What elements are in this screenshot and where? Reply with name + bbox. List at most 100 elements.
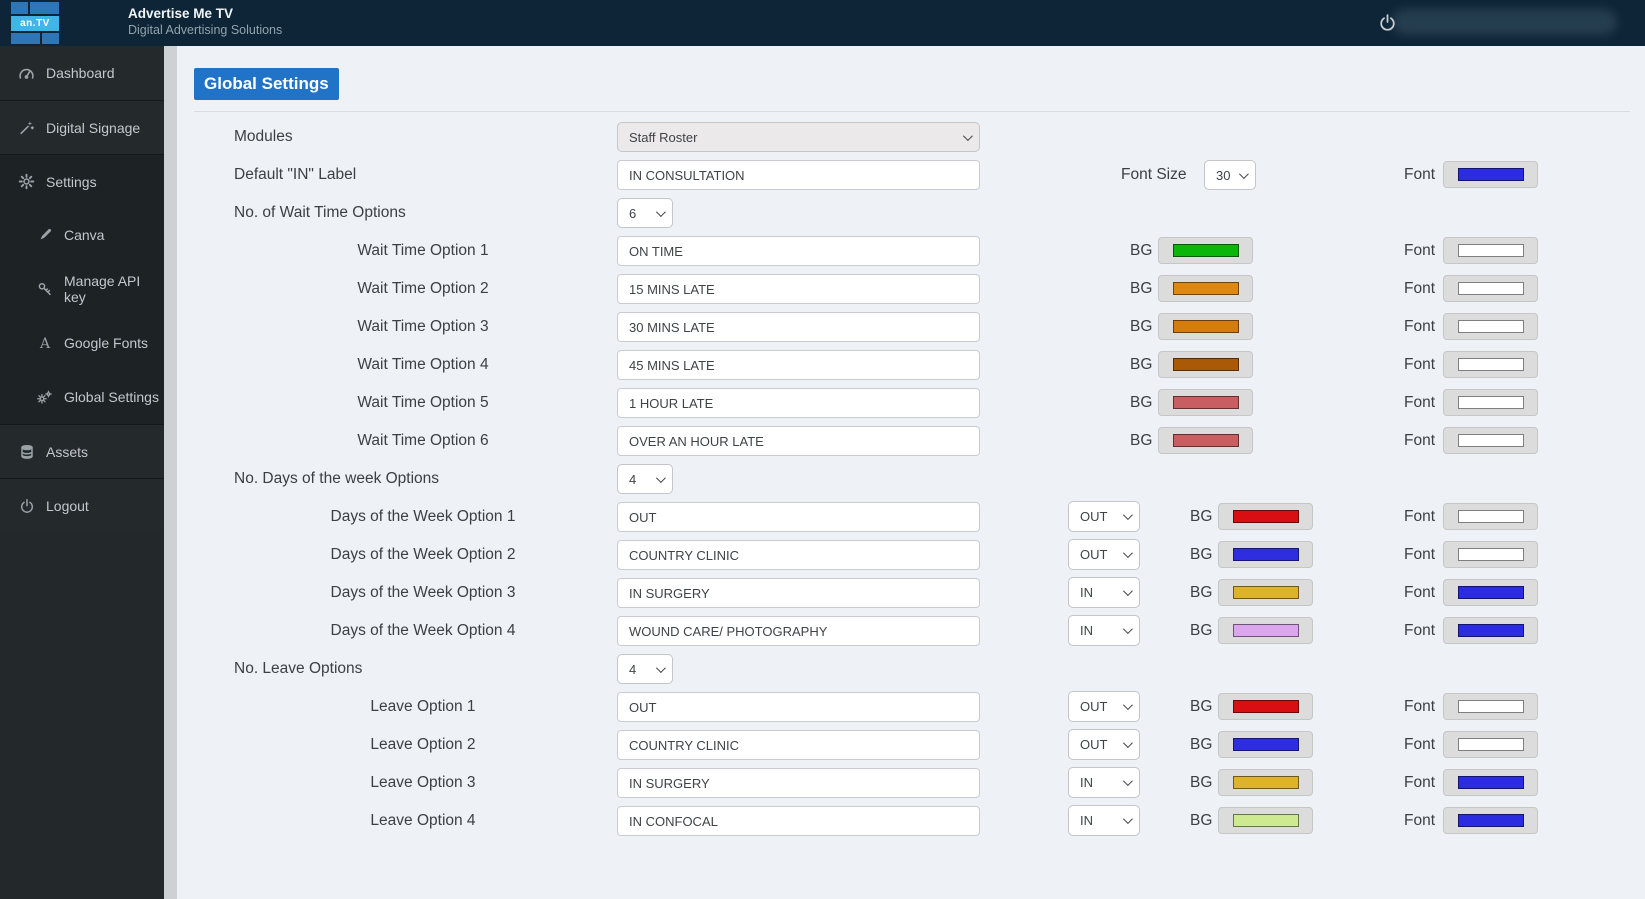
chevron-down-icon: [962, 130, 973, 141]
font-label: Font: [1404, 774, 1436, 791]
bg-color-picker-value: [1232, 700, 1299, 713]
sidebar-item-manage-api-key[interactable]: Manage API key: [0, 262, 164, 316]
form-row: No. Leave Options 4: [194, 650, 1630, 688]
bg-color-picker[interactable]: [1158, 275, 1253, 302]
form-row: Wait Time Option 6 BG Font: [194, 422, 1630, 460]
font-color-picker-value: [1457, 244, 1524, 257]
state-select-value: OUT: [1080, 509, 1108, 524]
chevron-down-icon: [1122, 814, 1133, 825]
option-value-input[interactable]: [617, 806, 980, 836]
option-value-input[interactable]: [617, 312, 980, 342]
option-value-input[interactable]: [617, 692, 980, 722]
state-select[interactable]: OUT: [1068, 691, 1140, 722]
font-color-picker[interactable]: [1443, 237, 1538, 264]
sidebar-item-settings[interactable]: Settings: [0, 154, 164, 208]
count-select[interactable]: 6: [617, 198, 673, 228]
option-value-input[interactable]: [617, 274, 980, 304]
sidebar-item-canva[interactable]: Canva: [0, 208, 164, 262]
font-color-picker[interactable]: [1443, 427, 1538, 454]
font-color-picker[interactable]: [1443, 807, 1538, 834]
font-color-picker[interactable]: [1443, 389, 1538, 416]
bg-color-picker[interactable]: [1158, 389, 1253, 416]
sidebar-item-logout[interactable]: Logout: [0, 478, 164, 532]
state-select[interactable]: OUT: [1068, 729, 1140, 760]
chevron-down-icon: [1122, 586, 1133, 597]
font-label: Font: [1404, 508, 1436, 525]
bg-color-picker[interactable]: [1218, 503, 1313, 530]
sidebar-item-dashboard[interactable]: Dashboard: [0, 46, 164, 100]
sidebar-item-google-fonts[interactable]: A Google Fonts: [0, 316, 164, 370]
bg-label: BG: [1190, 774, 1213, 791]
font-color-picker[interactable]: [1443, 693, 1538, 720]
bg-color-picker[interactable]: [1218, 579, 1313, 606]
option-value-input[interactable]: [617, 578, 980, 608]
sidebar-item-assets[interactable]: Assets: [0, 424, 164, 478]
font-color-picker[interactable]: [1443, 769, 1538, 796]
option-value-input[interactable]: [617, 236, 980, 266]
font-color-picker[interactable]: [1443, 503, 1538, 530]
bg-color-picker[interactable]: [1218, 693, 1313, 720]
form-row: Wait Time Option 1 BG Font: [194, 232, 1630, 270]
bg-color-picker[interactable]: [1158, 313, 1253, 340]
font-color-picker[interactable]: [1443, 161, 1538, 188]
option-value-input[interactable]: [617, 426, 980, 456]
font-color-picker-value: [1457, 624, 1524, 637]
font-label: Font: [1404, 166, 1436, 183]
sidebar-item-digital-signage[interactable]: Digital Signage: [0, 100, 164, 154]
bg-color-picker[interactable]: [1218, 617, 1313, 644]
key-icon: [36, 281, 53, 298]
count-select[interactable]: 4: [617, 464, 673, 494]
bg-color-picker-value: [1232, 738, 1299, 751]
font-color-picker[interactable]: [1443, 275, 1538, 302]
chevron-down-icon: [655, 662, 666, 673]
option-value-input[interactable]: [617, 388, 980, 418]
sidebar-item-global-settings[interactable]: Global Settings: [0, 370, 164, 424]
logo-brick: [41, 32, 59, 44]
option-value-input[interactable]: [617, 502, 980, 532]
bg-color-picker[interactable]: [1218, 769, 1313, 796]
bg-color-picker[interactable]: [1158, 427, 1253, 454]
font-label: Font: [1404, 698, 1436, 715]
state-select[interactable]: IN: [1068, 805, 1140, 836]
font-color-picker[interactable]: [1443, 541, 1538, 568]
field-label: Wait Time Option 3: [357, 318, 489, 335]
field-label: Days of the Week Option 2: [330, 546, 516, 563]
field-label: Leave Option 3: [370, 774, 476, 791]
option-value-input[interactable]: [617, 730, 980, 760]
redacted-account-area: [1392, 9, 1617, 35]
power-icon[interactable]: [1378, 13, 1397, 32]
font-color-picker[interactable]: [1443, 313, 1538, 340]
option-value-input[interactable]: [617, 768, 980, 798]
font-label: Font: [1404, 546, 1436, 563]
form-row: Days of the Week Option 1 OUT BG Font: [194, 498, 1630, 536]
font-color-picker[interactable]: [1443, 617, 1538, 644]
state-select[interactable]: IN: [1068, 767, 1140, 798]
sidebar-item-label: Manage API key: [64, 273, 141, 305]
state-select[interactable]: IN: [1068, 577, 1140, 608]
bg-label: BG: [1190, 546, 1213, 563]
modules-select[interactable]: Staff Roster: [617, 122, 980, 152]
state-select[interactable]: IN: [1068, 615, 1140, 646]
state-select[interactable]: OUT: [1068, 501, 1140, 532]
form-row: Wait Time Option 4 BG Font: [194, 346, 1630, 384]
option-value-input[interactable]: [617, 540, 980, 570]
brand-logo: an.TV: [10, 1, 60, 45]
chevron-down-icon: [1122, 776, 1133, 787]
option-value-input[interactable]: [617, 616, 980, 646]
state-select[interactable]: OUT: [1068, 539, 1140, 570]
font-color-picker[interactable]: [1443, 351, 1538, 378]
dashboard-icon: [18, 65, 35, 82]
count-select[interactable]: 4: [617, 654, 673, 684]
bg-color-picker[interactable]: [1158, 351, 1253, 378]
count-select-value: 6: [629, 205, 637, 221]
bg-color-picker[interactable]: [1218, 541, 1313, 568]
font-size-select[interactable]: 30: [1204, 160, 1256, 190]
option-value-input[interactable]: [617, 160, 980, 190]
bg-color-picker[interactable]: [1158, 237, 1253, 264]
field-label: Wait Time Option 2: [357, 280, 489, 297]
bg-color-picker[interactable]: [1218, 807, 1313, 834]
font-color-picker[interactable]: [1443, 579, 1538, 606]
font-color-picker[interactable]: [1443, 731, 1538, 758]
option-value-input[interactable]: [617, 350, 980, 380]
bg-color-picker[interactable]: [1218, 731, 1313, 758]
